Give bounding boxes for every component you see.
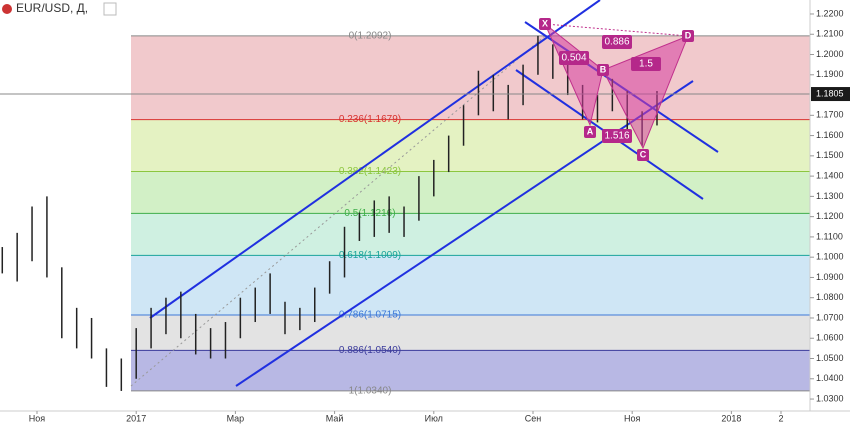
last-price-label: 1.1805	[816, 88, 844, 98]
y-tick-label: 1.1200	[816, 211, 844, 221]
y-tick-label: 1.1900	[816, 69, 844, 79]
pattern-ratio-label: 1.5	[639, 59, 653, 70]
x-tick-label: Май	[326, 413, 344, 423]
pattern-ratio-badge	[602, 129, 632, 143]
fib-label: 0.236(1.1679)	[339, 114, 401, 125]
fib-label: 0.786(1.0715)	[339, 310, 401, 321]
price-axis	[810, 0, 850, 425]
channel-line	[149, 0, 601, 319]
pattern-triangle	[544, 23, 604, 127]
x-tick-label: Мар	[227, 413, 245, 423]
fib-band	[131, 255, 810, 315]
y-tick-label: 1.2100	[816, 29, 844, 39]
y-tick-label: 1.1100	[816, 231, 843, 241]
x-tick-label: Июл	[425, 413, 443, 423]
toolbar	[0, 0, 130, 18]
chart-title: EUR/USD, Д,	[16, 1, 88, 15]
y-tick-label: 1.0700	[816, 312, 844, 322]
y-tick-label: 1.0900	[816, 272, 844, 282]
x-tick-label: 2	[778, 413, 783, 423]
y-tick-label: 1.2200	[816, 8, 844, 18]
fib-band	[131, 314, 810, 351]
pattern-ratio-badge	[631, 57, 661, 71]
pattern-point-badge	[682, 30, 694, 42]
fib-band	[131, 119, 810, 172]
pattern-point-badge	[584, 126, 596, 138]
pattern-point-badge	[597, 64, 609, 76]
fib-band	[131, 171, 810, 214]
x-tick-label: 2018	[721, 413, 741, 423]
y-tick-label: 1.0400	[816, 373, 844, 383]
fib-label: 1(1.0340)	[349, 386, 392, 397]
pattern-ratio-badge	[559, 51, 589, 65]
fib-label: 0.618(1.1009)	[339, 250, 401, 261]
pattern-point-label: A	[587, 126, 594, 136]
pattern-ratio-badge	[602, 35, 632, 49]
fib-band	[131, 213, 810, 256]
y-tick-label: 1.0600	[816, 333, 844, 343]
y-tick-label: 1.1500	[816, 150, 844, 160]
x-tick-label: 2017	[126, 413, 146, 423]
pattern-ratio-label: 0.886	[604, 37, 629, 48]
pattern-point-label: B	[600, 64, 607, 74]
last-price-badge	[811, 87, 850, 102]
y-tick-label: 1.1700	[816, 110, 844, 120]
pattern-ratio-label: 1.516	[604, 131, 629, 142]
y-tick-label: 1.1000	[816, 252, 844, 262]
symbol-icon	[2, 4, 12, 14]
x-tick-label: Сен	[525, 413, 542, 423]
fib-label: 0.886(1.0540)	[339, 345, 401, 356]
x-tick-label: Ноя	[29, 413, 46, 423]
y-tick-label: 1.1300	[816, 191, 844, 201]
pattern-point-badge	[637, 149, 649, 161]
x-tick-label: Ноя	[624, 413, 641, 423]
y-tick-label: 1.2000	[816, 49, 844, 59]
pattern-point-label: C	[640, 149, 647, 159]
fib-band	[131, 35, 810, 120]
fib-label: 0(1.2092)	[349, 31, 392, 42]
y-tick-label: 1.0500	[816, 353, 844, 363]
fib-label: 0.5(1.1216)	[344, 208, 395, 219]
pattern-ratio-label: 0.504	[561, 53, 586, 64]
y-tick-label: 1.0800	[816, 292, 844, 302]
pattern-point-label: X	[542, 18, 548, 28]
fib-label: 0.382(1.1423)	[339, 166, 401, 177]
y-tick-label: 1.0300	[816, 393, 844, 403]
pattern-point-label: D	[685, 30, 692, 40]
settings-button[interactable]	[103, 2, 117, 16]
pattern-triangle	[602, 35, 689, 150]
y-tick-label: 1.1400	[816, 170, 844, 180]
y-tick-label: 1.1600	[816, 130, 844, 140]
fib-band	[131, 350, 810, 391]
pattern-point-badge	[539, 18, 551, 30]
